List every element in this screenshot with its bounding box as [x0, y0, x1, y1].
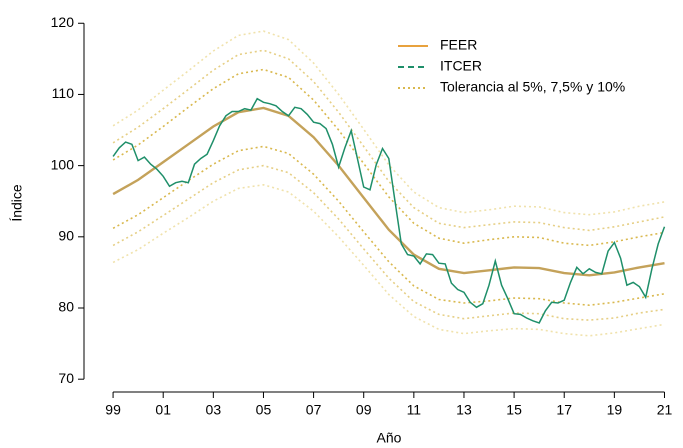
itcer-line	[112, 97, 666, 324]
x-tick-label: 01	[155, 402, 171, 418]
tolerance-line	[112, 68, 665, 247]
x-tick-label: 07	[306, 402, 322, 418]
x-tick-label: 03	[206, 402, 222, 418]
y-tick-label: 70	[58, 370, 74, 386]
x-tick-label: 11	[407, 402, 422, 418]
x-tick-label: 99	[105, 402, 121, 418]
y-tick-label: 90	[58, 228, 74, 244]
tolerance-line	[112, 30, 665, 216]
x-tick-label: 13	[456, 402, 472, 418]
y-tick-label: 80	[58, 299, 74, 315]
legend-label: ITCER	[440, 58, 482, 74]
y-tick-label: 110	[52, 85, 75, 101]
x-tick-label: 19	[607, 402, 623, 418]
x-tick-label: 21	[657, 402, 673, 418]
tolerance-line	[112, 164, 665, 321]
x-tick-label: 09	[356, 402, 372, 418]
x-tick-label: 15	[506, 402, 522, 418]
feer-line	[112, 106, 665, 277]
legend-label: FEER	[440, 37, 477, 53]
y-axis-label: Índice	[9, 184, 25, 222]
y-tick-label: 120	[51, 14, 75, 30]
tolerance-line	[112, 145, 665, 307]
x-axis-label: Año	[377, 430, 402, 446]
legend-label: Tolerancia al 5%, 7,5% y 10%	[440, 79, 625, 95]
y-tick-label: 100	[51, 156, 75, 172]
x-tick-label: 05	[256, 402, 272, 418]
tolerance-line	[112, 183, 665, 337]
x-tick-label: 17	[556, 402, 572, 418]
